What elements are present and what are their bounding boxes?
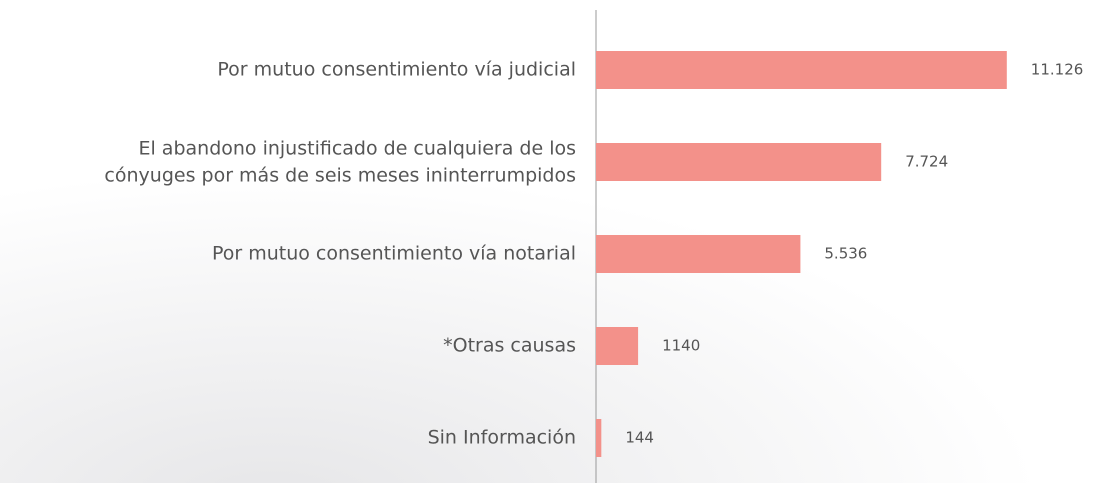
category-label-line: cónyuges por más de seis meses ininterru… [104, 164, 576, 186]
category-label: *Otras causas [443, 335, 576, 357]
value-label: 11.126 [1031, 61, 1084, 79]
bar [596, 51, 1007, 89]
bar [596, 143, 882, 181]
value-label: 1140 [662, 337, 700, 355]
category-label: Por mutuo consentimiento vía judicial [217, 59, 576, 81]
category-label: Por mutuo consentimiento vía notarial [212, 243, 576, 265]
value-label: 7.724 [905, 153, 948, 171]
category-label: Sin Información [428, 427, 576, 449]
category-label: El abandono injustificado de cualquiera … [104, 137, 576, 186]
value-label: 5.536 [824, 245, 867, 263]
category-label-line: El abandono injustificado de cualquiera … [138, 137, 576, 159]
bar [596, 327, 639, 365]
bar [596, 419, 602, 457]
bar [596, 235, 801, 273]
value-label: 144 [625, 429, 654, 447]
